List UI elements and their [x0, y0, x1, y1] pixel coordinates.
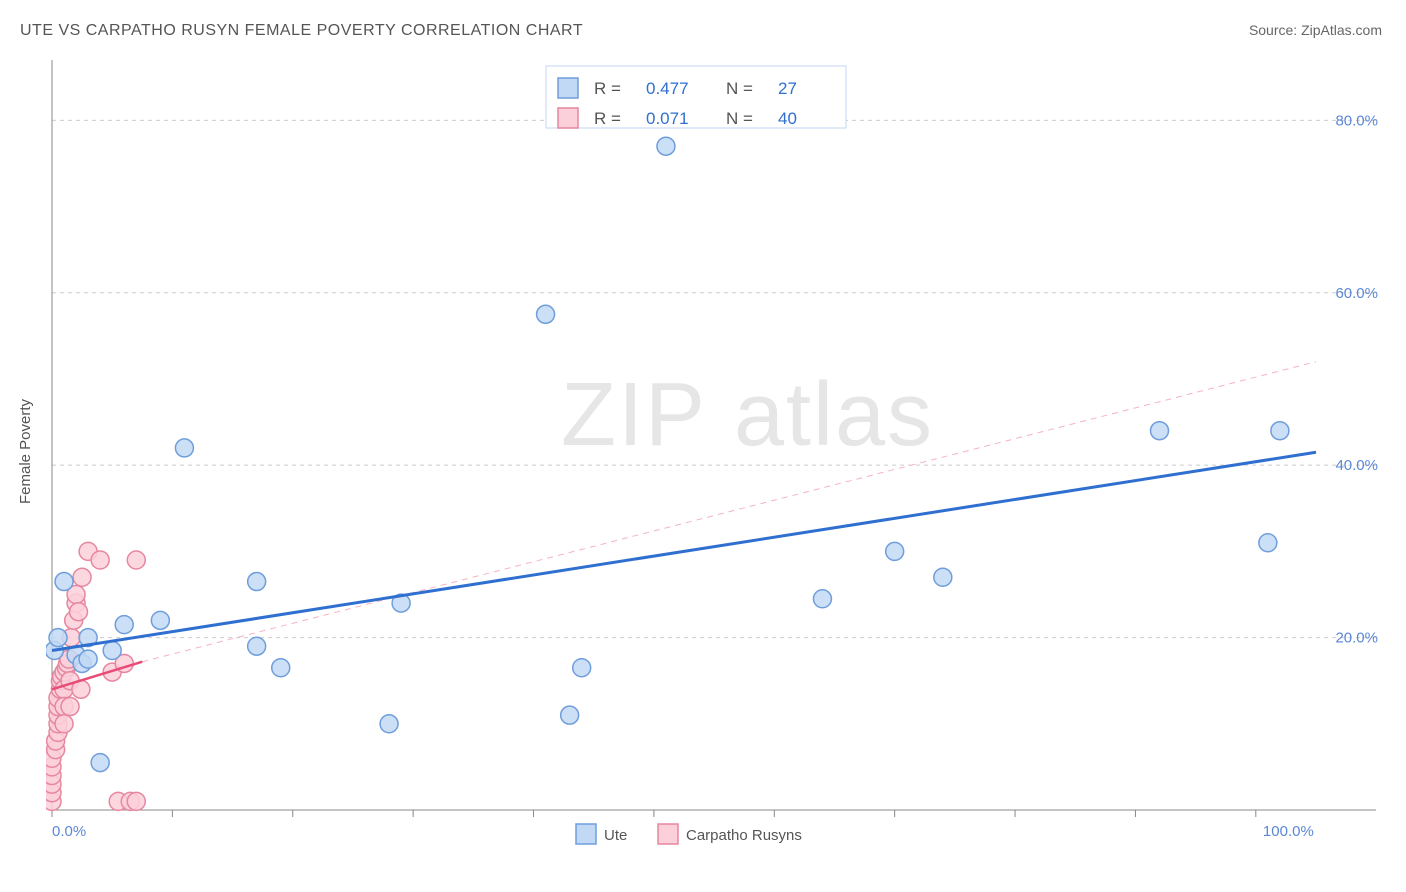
stat-swatch-icon — [558, 108, 578, 128]
y-tick-label: 40.0% — [1335, 457, 1378, 474]
trend-line-extension — [142, 362, 1316, 662]
stat-n-label: N = — [726, 79, 753, 98]
legend-label: Carpatho Rusyns — [686, 827, 802, 844]
scatter-point — [151, 611, 169, 629]
scatter-point — [69, 603, 87, 621]
legend-swatch-icon — [576, 824, 596, 844]
scatter-point — [934, 568, 952, 586]
x-tick-label: 100.0% — [1263, 823, 1314, 840]
scatter-point — [1271, 422, 1289, 440]
scatter-point — [55, 573, 73, 591]
scatter-point — [248, 637, 266, 655]
source-name: ZipAtlas.com — [1301, 22, 1382, 38]
stat-r-value: 0.071 — [646, 109, 689, 128]
scatter-point — [886, 542, 904, 560]
scatter-point — [79, 650, 97, 668]
stat-r-label: R = — [594, 79, 621, 98]
correlation-stats-box — [546, 66, 846, 128]
source-credit: Source: ZipAtlas.com — [1249, 22, 1382, 38]
trend-line — [52, 452, 1316, 650]
scatter-point — [657, 137, 675, 155]
y-tick-label: 80.0% — [1335, 112, 1378, 129]
scatter-point — [73, 568, 91, 586]
y-tick-label: 20.0% — [1335, 630, 1378, 647]
legend-swatch-icon — [658, 824, 678, 844]
scatter-point — [380, 715, 398, 733]
scatter-point — [103, 642, 121, 660]
chart-title: UTE VS CARPATHO RUSYN FEMALE POVERTY COR… — [20, 22, 583, 40]
scatter-point — [1151, 422, 1169, 440]
stat-r-label: R = — [594, 109, 621, 128]
scatter-point — [115, 616, 133, 634]
legend-label: Ute — [604, 827, 627, 844]
stat-n-value: 27 — [778, 79, 797, 98]
scatter-point — [537, 305, 555, 323]
scatter-point — [248, 573, 266, 591]
watermark-text: atlas — [734, 365, 934, 465]
stat-n-value: 40 — [778, 109, 797, 128]
scatter-point — [813, 590, 831, 608]
scatter-point — [49, 629, 67, 647]
y-axis-label: Female Poverty — [14, 56, 38, 846]
scatter-point — [561, 706, 579, 724]
scatter-point — [127, 551, 145, 569]
scatter-point — [127, 792, 145, 810]
scatter-point — [1259, 534, 1277, 552]
scatter-point — [175, 439, 193, 457]
x-tick-label: 0.0% — [52, 823, 86, 840]
source-prefix: Source: — [1249, 22, 1301, 38]
watermark-icon: ZIP — [561, 365, 707, 465]
stat-n-label: N = — [726, 109, 753, 128]
stat-r-value: 0.477 — [646, 79, 689, 98]
correlation-scatter-chart: ZIP atlas 20.0% 40.0% 60.0% 80.0% 0.0% 100.0% R … — [46, 56, 1386, 846]
y-tick-label: 60.0% — [1335, 285, 1378, 302]
chart-svg: ZIP atlas 20.0% 40.0% 60.0% 80.0% 0.0% 100.0% R … — [46, 56, 1386, 846]
scatter-point — [91, 754, 109, 772]
scatter-point — [55, 715, 73, 733]
stat-swatch-icon — [558, 78, 578, 98]
scatter-point — [61, 698, 79, 716]
scatter-point — [91, 551, 109, 569]
scatter-point — [573, 659, 591, 677]
scatter-point — [272, 659, 290, 677]
